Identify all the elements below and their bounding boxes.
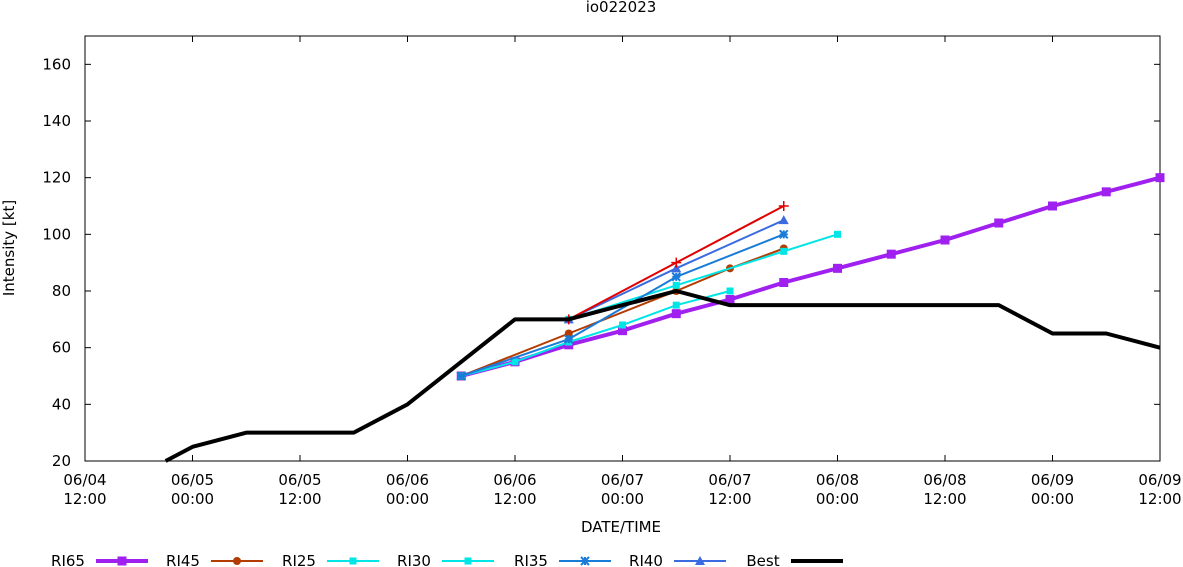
x-tick-time: 00:00 xyxy=(1031,490,1074,508)
point-marker xyxy=(1101,187,1111,197)
legend-entry: RI30 xyxy=(397,552,494,567)
legend-entry: RI35 xyxy=(514,552,611,567)
series-line xyxy=(568,233,838,321)
point-marker xyxy=(695,556,705,565)
legend-label: RI30 xyxy=(397,552,431,567)
point-marker xyxy=(671,272,681,282)
point-marker xyxy=(464,557,472,565)
x-axis-label: DATE/TIME xyxy=(581,518,661,536)
legend-entry: RI65 xyxy=(51,552,148,567)
legend-entry: RI45 xyxy=(166,552,263,567)
y-tick-label: 80 xyxy=(52,282,71,300)
legend-label: RI65 xyxy=(51,552,85,567)
x-tick-date: 06/07 xyxy=(601,471,644,489)
chart-title: io022023 xyxy=(586,0,657,16)
point-marker xyxy=(779,278,789,287)
series-line xyxy=(460,290,731,377)
y-tick-label: 160 xyxy=(42,55,71,73)
point-marker xyxy=(833,263,842,273)
point-marker xyxy=(233,557,241,565)
point-marker xyxy=(671,309,681,319)
x-tick-time: 00:00 xyxy=(601,490,644,508)
series-layer xyxy=(164,173,1165,463)
x-tick-time: 00:00 xyxy=(386,490,429,508)
plot-frame xyxy=(84,35,1161,462)
point-marker xyxy=(994,218,1004,228)
series-line xyxy=(460,175,1161,378)
legend-label: Best xyxy=(746,552,779,567)
point-marker xyxy=(671,263,682,273)
y-tick-label: 120 xyxy=(42,169,71,187)
x-tick-time: 00:00 xyxy=(171,490,214,508)
point-marker xyxy=(117,556,127,566)
series-line xyxy=(164,289,1161,463)
legend-label: RI25 xyxy=(282,552,316,567)
legend-label: RI40 xyxy=(629,552,663,567)
x-tick-date: 06/04 xyxy=(63,471,106,489)
point-marker xyxy=(672,301,680,309)
y-tick-label: 100 xyxy=(42,225,71,243)
legend: RI65 RI45 RI25 RI30 RI35 RI40 Best xyxy=(51,552,843,567)
x-tick-time: 12:00 xyxy=(1138,490,1181,508)
point-marker xyxy=(619,321,626,329)
x-tick-date: 06/06 xyxy=(493,471,536,489)
point-marker xyxy=(671,257,682,268)
x-tick-date: 06/09 xyxy=(1031,471,1074,489)
point-marker xyxy=(778,201,789,211)
x-tick-time: 12:00 xyxy=(923,490,966,508)
point-marker xyxy=(726,287,734,295)
point-marker xyxy=(618,326,627,336)
legend-label: RI45 xyxy=(166,552,200,567)
x-tick-date: 06/05 xyxy=(278,471,321,489)
legend-entry: RI25 xyxy=(282,552,379,567)
x-tick-time: 12:00 xyxy=(278,490,321,508)
point-marker xyxy=(725,295,735,304)
x-tick-date: 06/09 xyxy=(1138,471,1181,489)
legend-entry: RI40 xyxy=(629,552,726,567)
legend-label: RI35 xyxy=(514,552,548,567)
series-line xyxy=(460,233,785,377)
x-tick-date: 06/07 xyxy=(708,471,751,489)
y-tick-label: 60 xyxy=(52,339,71,357)
x-tick-date: 06/05 xyxy=(171,471,214,489)
y-tick-label: 140 xyxy=(42,112,71,130)
y-tick-label: 40 xyxy=(52,395,71,413)
point-marker xyxy=(349,557,357,565)
y-axis-label: Intensity [kt] xyxy=(0,200,18,296)
x-tick-time: 12:00 xyxy=(63,490,106,508)
series-track xyxy=(164,289,1161,463)
point-marker xyxy=(779,229,789,240)
point-marker xyxy=(1155,173,1165,183)
axis-ticks: 2040608010012014016006/0412:0006/0500:00… xyxy=(42,36,1182,508)
point-marker xyxy=(780,247,788,255)
x-tick-date: 06/08 xyxy=(816,471,859,489)
legend-entry: Best xyxy=(746,552,843,567)
point-marker xyxy=(778,215,789,225)
point-marker xyxy=(580,556,590,566)
point-marker xyxy=(456,371,466,381)
point-marker xyxy=(834,230,841,238)
x-tick-date: 06/06 xyxy=(386,471,429,489)
x-tick-time: 00:00 xyxy=(816,490,859,508)
point-marker xyxy=(940,235,950,245)
point-marker xyxy=(564,334,574,344)
point-marker xyxy=(886,249,896,259)
series-ri65 xyxy=(456,173,1165,381)
y-tick-label: 20 xyxy=(52,452,71,470)
point-marker xyxy=(564,329,573,338)
point-marker xyxy=(1048,201,1057,211)
point-marker xyxy=(511,358,519,366)
point-marker xyxy=(672,281,680,289)
x-tick-date: 06/08 xyxy=(923,471,966,489)
series-ri35 xyxy=(456,229,789,381)
x-tick-time: 12:00 xyxy=(493,490,536,508)
x-tick-time: 12:00 xyxy=(708,490,751,508)
